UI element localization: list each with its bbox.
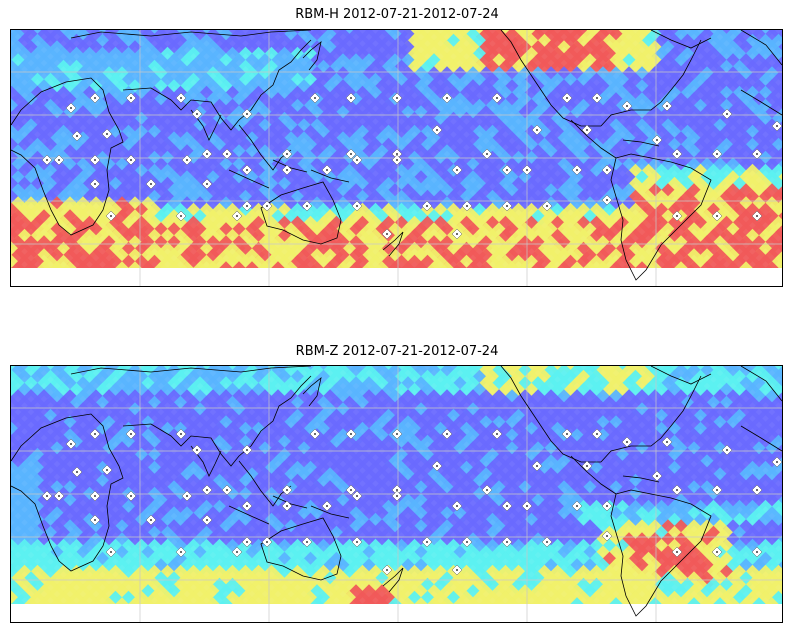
graticule (11, 366, 782, 622)
map-canvas-rbm-z (11, 366, 782, 622)
station-markers (41, 92, 782, 240)
panel-title-rbm-h: RBM-H 2012-07-21-2012-07-24 (295, 7, 499, 22)
map-panel-rbm-h (10, 29, 783, 287)
map-canvas-rbm-h (11, 30, 782, 286)
map-panel-rbm-z (10, 365, 783, 623)
panel-title-rbm-z: RBM-Z 2012-07-21-2012-07-24 (295, 344, 499, 359)
coastlines (11, 30, 782, 281)
coastlines (11, 366, 782, 617)
station-markers (41, 428, 782, 576)
intensity-field (11, 366, 782, 617)
